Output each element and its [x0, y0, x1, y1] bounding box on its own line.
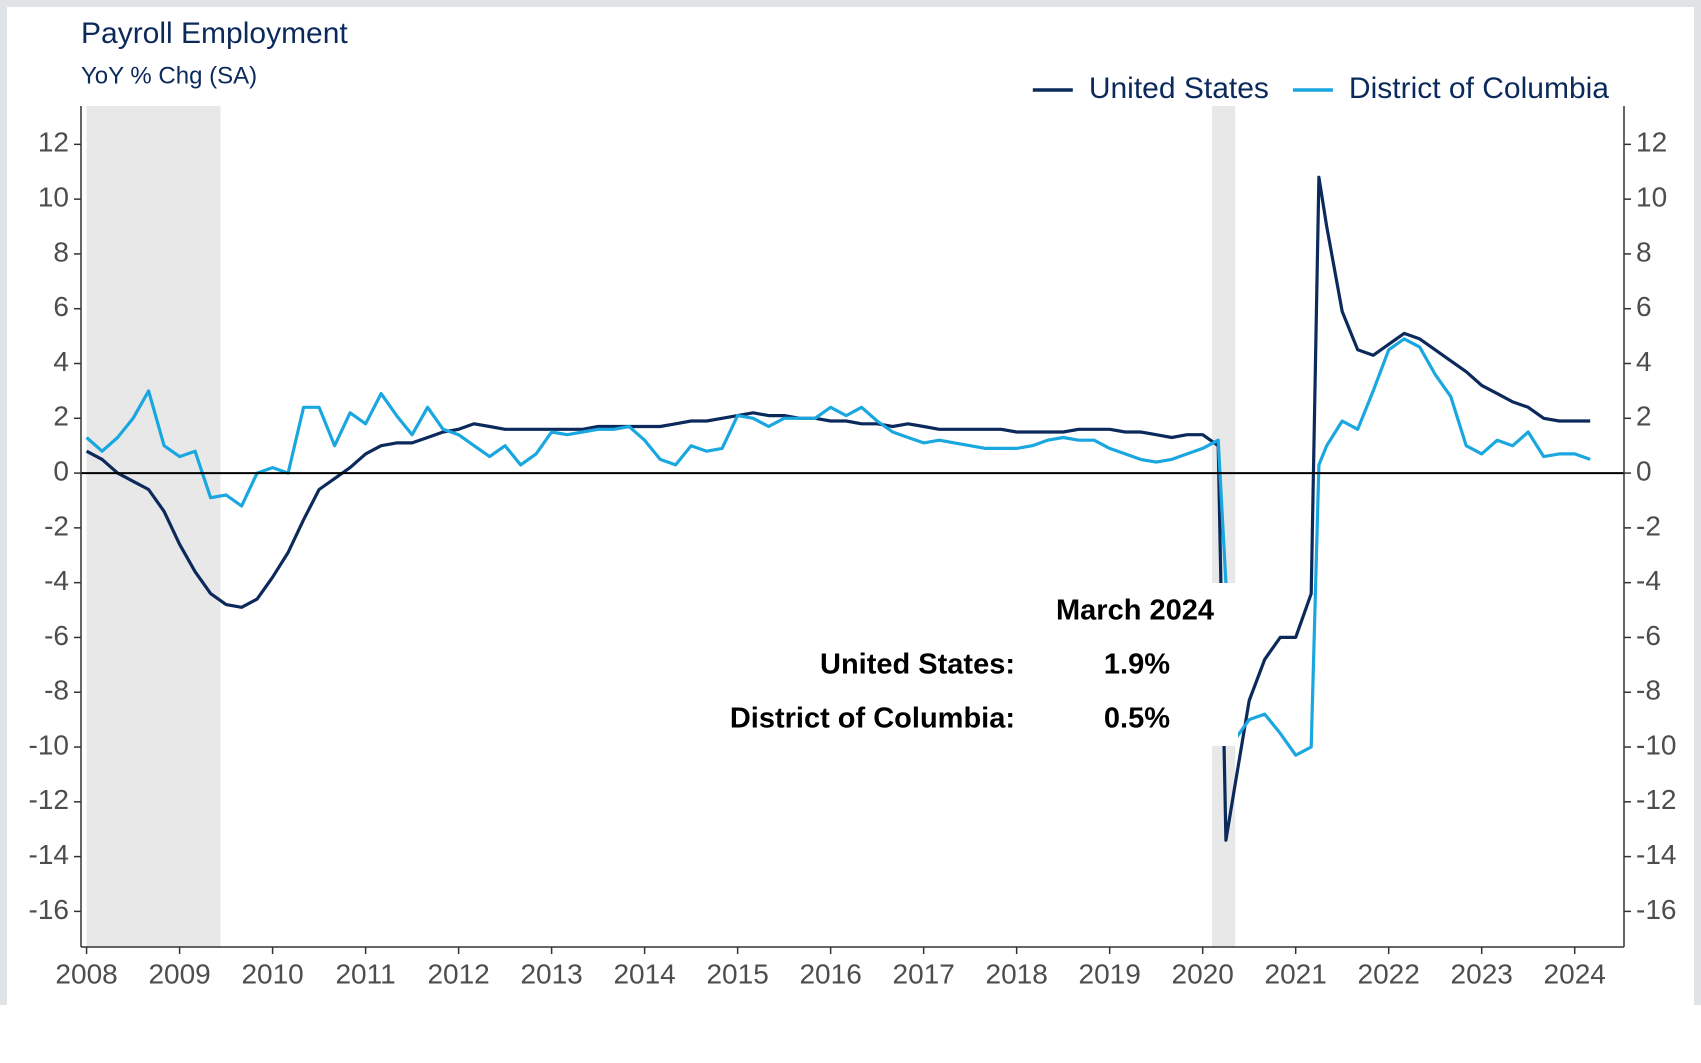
x-tick-label: 2015	[706, 958, 768, 989]
annotation-box	[694, 583, 1238, 746]
frame-right	[1694, 0, 1701, 1005]
y2-tick-label: -10	[1636, 729, 1676, 760]
y2-tick-label: -14	[1636, 839, 1676, 870]
x-tick-label: 2019	[1079, 958, 1141, 989]
y2-tick-label: 12	[1636, 127, 1667, 158]
recession-shade	[86, 106, 221, 947]
y-tick-label: 12	[38, 127, 69, 158]
legend-label: District of Columbia	[1349, 72, 1609, 105]
x-tick-label: 2024	[1544, 958, 1606, 989]
x-tick-label: 2013	[520, 958, 582, 989]
y-tick-label: 0	[53, 455, 69, 486]
annotation-layer: March 2024 United States: 1.9% District of …	[694, 583, 1238, 746]
y-tick-label: 10	[38, 182, 69, 213]
y-tick-label: -10	[29, 729, 69, 760]
y-tick-label: 6	[53, 291, 69, 322]
chart-subtitle: YoY % Chg (SA)	[81, 62, 257, 89]
annotation-value: 1.9%	[1104, 649, 1170, 681]
axes-layer: -16 -16 -14 -14 -12 -12 -10 -10 -8 -8 -6 -6 -4 -4 -2 -2…	[29, 106, 1676, 989]
frame-top	[0, 0, 1701, 7]
y-tick-label: 2	[53, 401, 69, 432]
y-tick-label: 8	[53, 236, 69, 267]
y-tick-label: -8	[44, 675, 69, 706]
y-tick-label: -6	[44, 620, 69, 651]
x-tick-label: 2020	[1172, 958, 1234, 989]
y2-tick-label: 4	[1636, 346, 1652, 377]
x-tick-label: 2021	[1265, 958, 1327, 989]
y2-tick-label: 2	[1636, 401, 1652, 432]
y2-tick-label: -6	[1636, 620, 1661, 651]
x-tick-label: 2023	[1451, 958, 1513, 989]
series-line	[85, 337, 1591, 757]
x-tick-label: 2017	[893, 958, 955, 989]
y2-tick-label: -8	[1636, 675, 1661, 706]
y-tick-label: -12	[29, 784, 69, 815]
y2-tick-label: -12	[1636, 784, 1676, 815]
annotation-title: March 2024	[1056, 595, 1214, 627]
y2-tick-label: 8	[1636, 236, 1652, 267]
annotation-label: District of Columbia:	[730, 703, 1015, 735]
annotation-label: United States:	[820, 649, 1015, 681]
y2-tick-label: -16	[1636, 894, 1676, 925]
y-tick-label: -4	[44, 565, 69, 596]
x-tick-label: 2022	[1358, 958, 1420, 989]
y2-tick-label: 6	[1636, 291, 1652, 322]
x-tick-label: 2010	[241, 958, 303, 989]
legend-label: United States	[1089, 72, 1269, 105]
annotation-value: 0.5%	[1104, 703, 1170, 735]
y2-tick-label: 0	[1636, 455, 1652, 486]
x-tick-label: 2008	[55, 958, 117, 989]
frame-left	[0, 0, 7, 1005]
y-tick-label: -14	[29, 839, 69, 870]
x-tick-label: 2016	[799, 958, 861, 989]
y2-tick-label: -4	[1636, 565, 1661, 596]
x-tick-label: 2012	[427, 958, 489, 989]
x-tick-label: 2018	[986, 958, 1048, 989]
y-tick-label: -2	[44, 510, 69, 541]
y2-tick-label: 10	[1636, 182, 1667, 213]
x-tick-label: 2014	[613, 958, 675, 989]
x-tick-label: 2009	[148, 958, 210, 989]
y-tick-label: 4	[53, 346, 69, 377]
x-tick-label: 2011	[335, 958, 395, 989]
chart-title: Payroll Employment	[81, 17, 348, 50]
y2-tick-label: -2	[1636, 510, 1661, 541]
legend: District of Columbia United States	[1032, 72, 1609, 105]
y-tick-label: -16	[29, 894, 69, 925]
